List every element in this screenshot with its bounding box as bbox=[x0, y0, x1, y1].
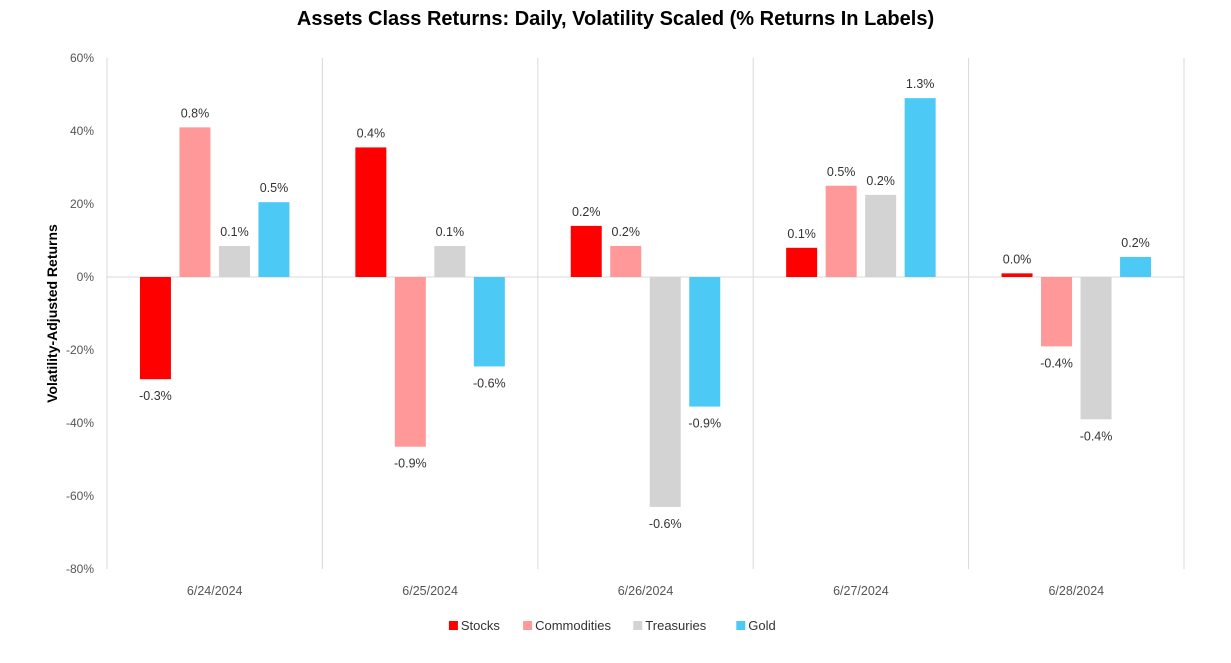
bar-treasuries bbox=[649, 277, 681, 507]
bar-stocks bbox=[1001, 273, 1033, 277]
data-label: -0.9% bbox=[394, 457, 427, 471]
legend-entry-commodities: Commodities bbox=[535, 618, 611, 633]
x-tick-label: 6/28/2024 bbox=[1048, 584, 1104, 598]
data-label: 1.3% bbox=[906, 77, 935, 91]
data-label: 0.1% bbox=[436, 225, 465, 239]
data-label: -0.9% bbox=[688, 417, 721, 431]
bar-gold bbox=[258, 202, 290, 277]
data-label: 0.1% bbox=[220, 225, 249, 239]
y-tick-label: 20% bbox=[70, 197, 94, 211]
data-label: 0.2% bbox=[866, 174, 895, 188]
y-tick-label: -80% bbox=[66, 562, 94, 576]
bar-stocks bbox=[139, 277, 171, 380]
bar-stocks bbox=[570, 225, 602, 277]
data-label: -0.6% bbox=[473, 376, 506, 390]
y-tick-label: -40% bbox=[66, 416, 94, 430]
legend-swatch-stocks bbox=[448, 621, 458, 630]
bar-treasuries bbox=[218, 245, 250, 277]
y-tick-label: 40% bbox=[70, 124, 94, 138]
bar-stocks bbox=[355, 147, 387, 277]
legend-entry-stocks: Stocks bbox=[461, 618, 501, 633]
bar-treasuries bbox=[1080, 277, 1112, 420]
bar-commodities bbox=[179, 127, 211, 277]
bar-treasuries bbox=[434, 245, 466, 277]
legend-swatch-gold bbox=[736, 621, 746, 630]
data-label: -0.6% bbox=[649, 517, 682, 531]
x-tick-label: 6/25/2024 bbox=[402, 584, 458, 598]
legend-swatch-commodities bbox=[523, 621, 533, 630]
bar-treasuries bbox=[865, 194, 897, 277]
data-label: 0.2% bbox=[1121, 236, 1150, 250]
data-label: 0.5% bbox=[827, 165, 856, 179]
bar-stocks bbox=[786, 247, 818, 277]
data-label: 0.8% bbox=[181, 106, 210, 120]
data-label: -0.4% bbox=[1080, 429, 1113, 443]
data-label: 0.0% bbox=[1003, 252, 1032, 266]
legend-entry-treasuries: Treasuries bbox=[645, 618, 706, 633]
bar-commodities bbox=[610, 245, 642, 277]
legend-swatch-treasuries bbox=[633, 621, 643, 630]
bar-commodities bbox=[394, 277, 426, 447]
x-tick-label: 6/26/2024 bbox=[618, 584, 674, 598]
chart-title: Assets Class Returns: Daily, Volatility … bbox=[296, 8, 935, 30]
y-tick-label: 60% bbox=[70, 51, 94, 65]
y-axis-label: Volatility-Adjusted Returns bbox=[44, 224, 60, 403]
x-tick-label: 6/27/2024 bbox=[833, 584, 889, 598]
legend-entry-gold: Gold bbox=[748, 618, 775, 633]
bar-gold bbox=[904, 98, 936, 278]
y-tick-label: -20% bbox=[66, 343, 94, 357]
data-label: 0.1% bbox=[787, 227, 816, 241]
y-tick-label: -60% bbox=[66, 489, 94, 503]
bar-gold bbox=[473, 277, 505, 367]
data-label: 0.2% bbox=[572, 205, 601, 219]
data-label: 0.4% bbox=[357, 126, 386, 140]
bar-gold bbox=[689, 277, 721, 407]
bar-gold bbox=[1120, 256, 1152, 277]
bar-commodities bbox=[825, 185, 857, 277]
data-label: 0.2% bbox=[612, 225, 641, 239]
x-tick-label: 6/24/2024 bbox=[187, 584, 243, 598]
bar-commodities bbox=[1041, 277, 1073, 347]
data-label: 0.5% bbox=[260, 181, 289, 195]
data-label: -0.3% bbox=[139, 389, 172, 403]
data-label: -0.4% bbox=[1040, 356, 1073, 370]
y-tick-label: 0% bbox=[77, 270, 95, 284]
